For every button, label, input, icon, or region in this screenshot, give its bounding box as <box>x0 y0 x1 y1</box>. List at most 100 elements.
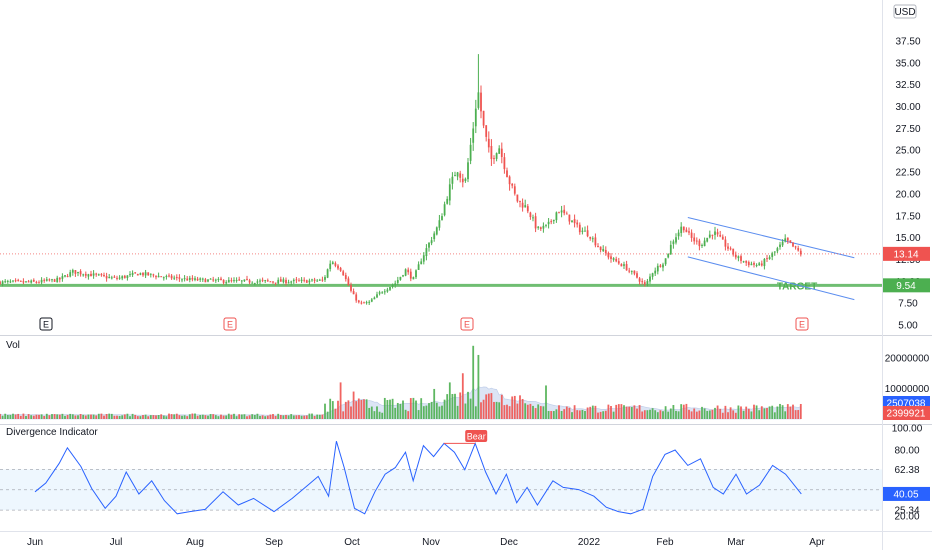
volume-bar[interactable] <box>464 403 467 419</box>
volume-bar[interactable] <box>181 415 183 419</box>
volume-bar[interactable] <box>597 412 599 419</box>
price-candle[interactable] <box>103 274 105 276</box>
price-candle[interactable] <box>326 269 329 278</box>
volume-bar[interactable] <box>737 405 740 419</box>
volume-bar[interactable] <box>264 416 267 419</box>
price-candle[interactable] <box>701 244 703 246</box>
price-candle[interactable] <box>389 287 391 290</box>
volume-bar[interactable] <box>90 414 92 419</box>
volume-bar[interactable] <box>147 416 150 419</box>
volume-bar[interactable] <box>97 413 100 419</box>
price-candle[interactable] <box>204 279 207 283</box>
price-candle[interactable] <box>318 279 321 281</box>
volume-bar[interactable] <box>240 414 243 419</box>
volume-bar[interactable] <box>295 415 298 419</box>
volume-bar[interactable] <box>636 408 638 419</box>
volume-bar[interactable] <box>667 411 670 419</box>
price-candle[interactable] <box>402 275 404 277</box>
volume-bar[interactable] <box>602 411 605 419</box>
volume-bar[interactable] <box>207 415 209 419</box>
price-candle[interactable] <box>321 279 324 281</box>
price-candle[interactable] <box>0 281 1 285</box>
price-candle[interactable] <box>394 283 397 285</box>
price-candle[interactable] <box>45 279 48 281</box>
volume-bar[interactable] <box>113 415 116 419</box>
volume-bar[interactable] <box>628 406 631 419</box>
price-candle[interactable] <box>121 276 124 279</box>
price-candle[interactable] <box>324 277 326 280</box>
price-candle[interactable] <box>79 271 82 275</box>
volume-bar[interactable] <box>259 415 261 419</box>
volume-bar[interactable] <box>313 415 316 419</box>
price-candle[interactable] <box>95 273 98 275</box>
price-candle[interactable] <box>477 92 480 108</box>
volume-bar[interactable] <box>714 407 716 419</box>
price-candle[interactable] <box>409 271 412 279</box>
volume-bar[interactable] <box>448 382 451 419</box>
volume-bar[interactable] <box>672 404 675 419</box>
volume-bar[interactable] <box>279 414 282 419</box>
volume-bar[interactable] <box>357 398 360 419</box>
price-candle[interactable] <box>451 176 454 184</box>
price-candle[interactable] <box>742 261 745 263</box>
price-candle[interactable] <box>589 236 592 239</box>
price-candle[interactable] <box>773 251 776 253</box>
price-candle[interactable] <box>149 273 152 275</box>
volume-bar[interactable] <box>461 373 464 419</box>
price-candle[interactable] <box>404 269 407 276</box>
price-candle[interactable] <box>162 277 165 279</box>
price-candle[interactable] <box>40 279 43 283</box>
price-candle[interactable] <box>607 252 610 258</box>
volume-bar[interactable] <box>550 411 553 419</box>
price-candle[interactable] <box>51 279 53 281</box>
volume-bar[interactable] <box>396 402 399 419</box>
price-candle[interactable] <box>695 240 698 242</box>
volume-bar[interactable] <box>659 410 662 419</box>
price-candle[interactable] <box>747 262 750 266</box>
price-candle[interactable] <box>651 273 654 277</box>
volume-bar[interactable] <box>324 403 326 419</box>
price-candle[interactable] <box>500 148 503 157</box>
volume-bar[interactable] <box>308 413 311 419</box>
price-candle[interactable] <box>526 206 529 212</box>
price-candle[interactable] <box>602 249 605 252</box>
price-candle[interactable] <box>615 258 618 262</box>
volume-bar[interactable] <box>196 415 199 419</box>
price-candle[interactable] <box>240 280 243 282</box>
price-candle[interactable] <box>461 178 464 183</box>
volume-bar[interactable] <box>454 393 456 419</box>
price-candle[interactable] <box>243 279 246 282</box>
price-candle[interactable] <box>113 276 116 278</box>
volume-bar[interactable] <box>498 402 501 419</box>
volume-bar[interactable] <box>201 414 204 419</box>
volume-bar[interactable] <box>474 406 477 419</box>
volume-bar[interactable] <box>303 415 306 419</box>
volume-bar[interactable] <box>389 399 391 419</box>
volume-bar[interactable] <box>376 406 378 419</box>
price-candle[interactable] <box>6 280 9 282</box>
volume-bar[interactable] <box>386 400 389 419</box>
price-candle[interactable] <box>300 279 303 282</box>
price-candle[interactable] <box>584 230 586 232</box>
volume-bar[interactable] <box>383 397 386 419</box>
price-candle[interactable] <box>454 175 456 177</box>
volume-bar[interactable] <box>381 412 384 419</box>
volume-bar[interactable] <box>610 406 612 419</box>
volume-bar[interactable] <box>615 404 618 419</box>
price-candle[interactable] <box>183 278 186 280</box>
volume-bar[interactable] <box>578 410 581 419</box>
volume-bar[interactable] <box>776 406 779 419</box>
volume-bar[interactable] <box>329 398 332 419</box>
volume-bar[interactable] <box>108 413 111 419</box>
price-candle[interactable] <box>285 279 287 284</box>
volume-bar[interactable] <box>612 411 615 419</box>
volume-bar[interactable] <box>243 414 246 419</box>
volume-bar[interactable] <box>266 415 269 419</box>
price-candle[interactable] <box>19 280 22 282</box>
volume-bar[interactable] <box>74 415 77 419</box>
price-candle[interactable] <box>277 279 280 284</box>
volume-bar[interactable] <box>584 411 586 419</box>
price-candle[interactable] <box>303 279 306 281</box>
price-candle[interactable] <box>147 272 150 276</box>
price-candle[interactable] <box>347 278 350 286</box>
